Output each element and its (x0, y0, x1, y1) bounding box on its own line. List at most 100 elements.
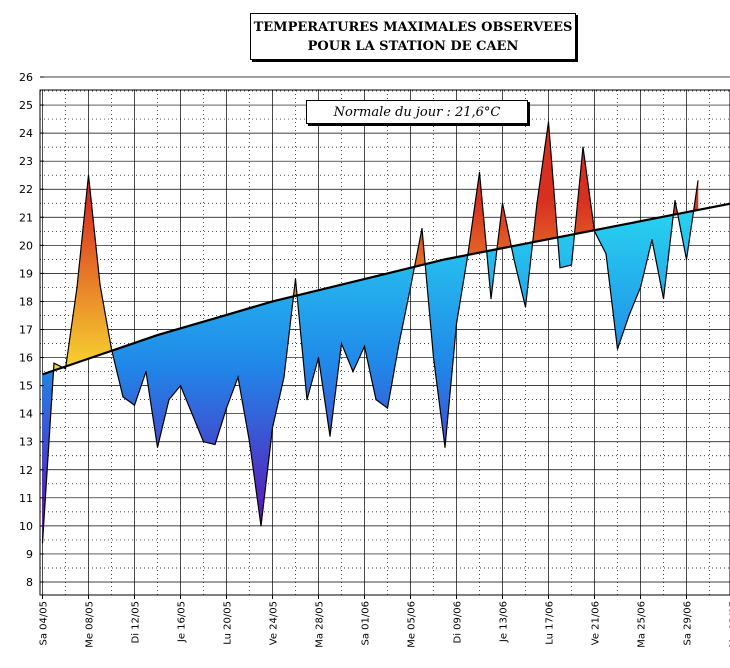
y-tick-label: 25 (19, 99, 33, 112)
observed-point (616, 348, 619, 350)
y-tick-label: 26 (19, 71, 33, 84)
observed-point (409, 286, 412, 289)
observed-point (168, 399, 170, 401)
x-tick-label: Sa 01/06 (361, 601, 372, 645)
observed-point (513, 258, 515, 260)
observed-point (317, 356, 320, 359)
fill-below-normal (375, 273, 388, 409)
x-tick-label: Lu 17/06 (545, 601, 556, 645)
observed-point (179, 385, 182, 387)
y-tick-label: 24 (19, 127, 33, 140)
observed-point (363, 345, 366, 347)
observed-point (214, 443, 216, 446)
observed-point (191, 413, 193, 415)
fill-below-normal (559, 234, 572, 269)
observed-point (697, 180, 699, 182)
x-tick-label: Lu 20/05 (223, 601, 234, 645)
x-axis: Sa 04/05 Me 08/05 Di 12/05 Je 16/05 Lu 20/05… (39, 595, 730, 648)
observed-point (375, 399, 377, 401)
x-tick-label: Sa 04/05 (39, 601, 50, 645)
y-tick-label: 19 (19, 267, 33, 280)
observed-point (570, 264, 573, 266)
y-tick-label: 13 (19, 436, 33, 449)
chart-title-line1: TEMPERATURES MAXIMALES OBSERVEES (253, 20, 573, 35)
y-tick-label: 10 (19, 520, 33, 533)
observed-point (202, 441, 205, 443)
normal-line (42, 202, 730, 376)
observed-point (524, 306, 527, 308)
observed-point (478, 171, 481, 173)
observed-point (432, 356, 435, 359)
observed-point (674, 199, 676, 202)
y-tick-label: 15 (19, 380, 33, 393)
observed-point (352, 370, 354, 373)
x-tick-label: Me 08/05 (85, 601, 96, 648)
observed-point (501, 202, 504, 204)
observed-point (651, 239, 653, 241)
observed-point (582, 146, 584, 148)
x-tick-label: Sa 29/06 (683, 601, 694, 645)
x-tick-label: Ve 21/06 (591, 601, 602, 645)
y-tick-label: 18 (19, 295, 33, 308)
observed-point (559, 267, 561, 269)
observed-point (593, 230, 596, 232)
x-tick-label: Je 13/06 (499, 601, 510, 643)
observed-point (398, 342, 400, 345)
x-tick-label: Di 12/05 (131, 601, 142, 643)
observed-point (53, 362, 55, 364)
observed-point (605, 253, 607, 255)
observed-point (421, 227, 423, 230)
x-tick-label: Di 09/06 (453, 601, 464, 643)
observed-point (237, 376, 239, 378)
observed-point (547, 121, 550, 123)
fill-below-normal (122, 342, 135, 406)
y-tick-label: 20 (19, 239, 33, 252)
y-tick-label: 22 (19, 183, 33, 196)
fill-below-normal (203, 317, 216, 445)
observed-point (536, 202, 538, 204)
plot-frame (39, 89, 730, 596)
normal-annotation: Normale du jour : 21,6°C (306, 100, 528, 124)
y-tick-label: 17 (19, 324, 33, 337)
x-tick-label: Me 03/07 (729, 601, 730, 648)
observed-point (467, 253, 469, 255)
y-tick-label: 14 (19, 408, 33, 421)
observed-point (110, 348, 113, 350)
chart-title: TEMPERATURES MAXIMALES OBSERVEES POUR LA… (250, 13, 576, 60)
y-tick-label: 16 (19, 352, 33, 365)
observed-point (248, 441, 251, 443)
x-tick-label: Ma 25/06 (637, 601, 648, 648)
observed-point (225, 407, 228, 409)
observed-point (306, 399, 308, 401)
observed-line (41, 121, 699, 543)
observed-point (133, 404, 136, 406)
observed-point (41, 542, 44, 544)
observed-point (260, 525, 262, 527)
observed-point (156, 446, 159, 448)
observed-point (99, 284, 101, 286)
y-tick-label: 21 (19, 211, 33, 224)
observed-point (662, 298, 665, 300)
observed-point (64, 368, 67, 370)
observed-point (122, 396, 124, 398)
y-tick-label: 8 (26, 576, 33, 589)
observed-point (455, 323, 458, 325)
x-tick-label: Ve 24/05 (269, 601, 280, 645)
y-axis: 8 9 10 11 12 13 14 15 16 17 18 19 20 21 22 23 24 25 26 (19, 71, 44, 589)
observed-point (444, 446, 446, 448)
observed-point (340, 342, 343, 345)
series-lines (41, 121, 730, 544)
y-tick-label: 11 (19, 492, 33, 505)
observed-point (490, 298, 492, 300)
observed-point (294, 278, 297, 280)
observed-point (76, 286, 78, 289)
observed-point (628, 314, 630, 317)
observed-point (329, 435, 331, 437)
observed-point (639, 286, 642, 289)
observed-point (685, 258, 688, 260)
y-tick-label: 12 (19, 464, 33, 477)
chart-title-line2: POUR LA STATION DE CAEN (307, 39, 519, 54)
y-tick-label: 23 (19, 155, 33, 168)
y-tick-label: 9 (26, 548, 33, 561)
